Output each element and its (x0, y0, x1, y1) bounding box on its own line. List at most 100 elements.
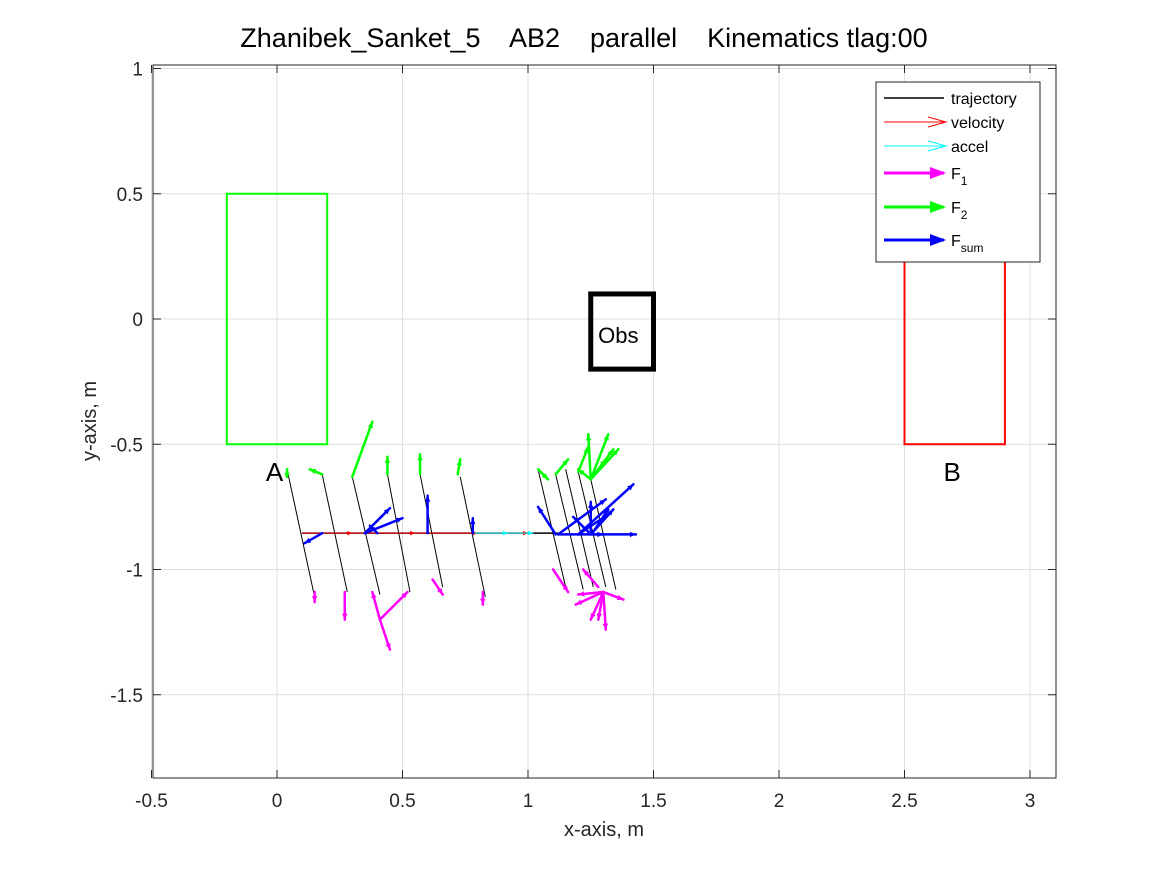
velocity-arrow (301, 530, 353, 536)
fsum-arrow-shaft (576, 483, 635, 536)
fsum-arrow (424, 494, 431, 535)
f1-arrow-head (401, 592, 408, 599)
y-tick-label: -1 (126, 561, 143, 582)
fsum-arrow (576, 483, 635, 536)
f2-arrow (589, 448, 615, 481)
x-tick-label: 2 (774, 791, 785, 812)
f1-arrow (602, 590, 625, 601)
f2-arrow (536, 468, 550, 481)
fsum-arrow (536, 505, 557, 536)
fsum-arrow-head (304, 537, 312, 544)
f1-arrow (581, 568, 600, 589)
f2-arrow (308, 468, 324, 476)
legend-swatch-arrowhead (930, 167, 946, 179)
x-tick-labels: -0.5 0 0.5 1 1.5 2 2.5 3 (135, 791, 1035, 812)
accel-arrow (507, 530, 534, 536)
f1-arrow-head (437, 588, 443, 595)
fsum-arrow-head (599, 499, 606, 506)
legend-swatch-arrowhead (927, 140, 948, 152)
x-tick-label: 1.5 (640, 791, 666, 812)
fsum-arrow-head (588, 501, 594, 508)
x-tick-label: 3 (1025, 791, 1036, 812)
f2-arrow (384, 455, 391, 476)
robot-body-line (555, 474, 584, 590)
y-tick-label: 0 (132, 310, 143, 331)
robot-body-line (286, 469, 316, 598)
robot-body-line (351, 476, 381, 595)
f1-arrow-head (480, 598, 486, 605)
fsum-arrow (368, 524, 379, 535)
f1-arrow-head (342, 613, 348, 620)
f2-arrow-head (612, 449, 619, 456)
f1-arrow-head (575, 599, 583, 605)
f1-arrow (602, 590, 609, 631)
f1-arrow (574, 590, 605, 606)
f1-arrow-head (602, 623, 609, 630)
fsum-arrow (363, 516, 404, 535)
f1-arrow-head (562, 585, 569, 593)
f2-arrow-head (456, 459, 462, 466)
legend-label: trajectory (951, 91, 1017, 108)
robot-body-line (577, 471, 607, 588)
f1-arrow (378, 590, 409, 621)
f2-arrow-head (585, 434, 592, 441)
region-obs-label: Obs (598, 323, 638, 348)
f2-arrow-head (284, 469, 290, 476)
legend-label: F1 (951, 166, 968, 188)
f1-arrow (371, 590, 382, 621)
x-tick-label: 0 (272, 791, 283, 812)
f1-arrow-head (616, 594, 624, 600)
fsum-arrow-shaft (363, 516, 404, 535)
accel-arrow (472, 530, 509, 536)
fsum-arrow-head (538, 506, 544, 514)
f1-arrow-shaft (602, 590, 608, 631)
f1-arrow-head (590, 613, 596, 620)
x-tick-label: 2.5 (891, 791, 917, 812)
legend-item: accel (884, 139, 988, 156)
accel-arrow-head (528, 530, 534, 536)
legend-item: F2 (884, 200, 968, 222)
f2-arrow-head (367, 421, 373, 429)
y-tick-labels: 1 0.5 0 -0.5 -1 -1.5 (110, 60, 143, 707)
f2-arrow-shaft (589, 448, 615, 481)
f1-arrow (378, 618, 392, 651)
legend: trajectory velocity accel F1 F2 Fsum (875, 81, 1041, 263)
y-tick-label: 1 (132, 60, 143, 81)
f2-arrow-shaft (586, 432, 592, 481)
fsum-arrow (363, 506, 392, 535)
fsum-arrow-shaft (556, 498, 608, 536)
legend-item: Fsum (884, 233, 983, 255)
region-a-box (225, 192, 329, 446)
f2-arrow-head (583, 446, 589, 454)
f2-arrow (351, 420, 374, 479)
y-tick-label: -1.5 (110, 686, 143, 707)
accel-arrow-head (502, 530, 508, 536)
f2-arrow (576, 445, 590, 474)
fsum-arrow (589, 531, 605, 538)
legend-label: F2 (951, 200, 968, 222)
f2-arrow-head (578, 469, 585, 476)
legend-swatch-arrowhead (930, 201, 946, 213)
region-a-label: A (266, 457, 284, 487)
fsum-arrow (592, 508, 610, 534)
f2-arrow (284, 468, 290, 479)
f2-arrow-head (384, 456, 391, 463)
y-tick-label: -0.5 (110, 435, 143, 456)
f2-arrow (554, 458, 570, 476)
legend-item: trajectory (884, 91, 1017, 108)
y-tick-label: 0.5 (117, 185, 143, 206)
legend-label: accel (951, 139, 988, 156)
f1-arrow (596, 590, 605, 621)
fsum-arrow-head (573, 516, 580, 524)
fsum-arrow-head (383, 508, 390, 515)
chart-title: Zhanibek_Sanket_5 AB2 parallel Kinematic… (240, 23, 927, 53)
f2-arrow-shaft (351, 420, 374, 479)
f2-arrow-shaft (589, 432, 610, 481)
fsum-arrow-head (470, 518, 476, 525)
f2-arrow (417, 453, 423, 476)
f2-arrow-head (603, 434, 609, 441)
f1-arrow-head (311, 596, 318, 603)
x-tick-label: 0.5 (389, 791, 415, 812)
axes-box (152, 64, 1057, 779)
